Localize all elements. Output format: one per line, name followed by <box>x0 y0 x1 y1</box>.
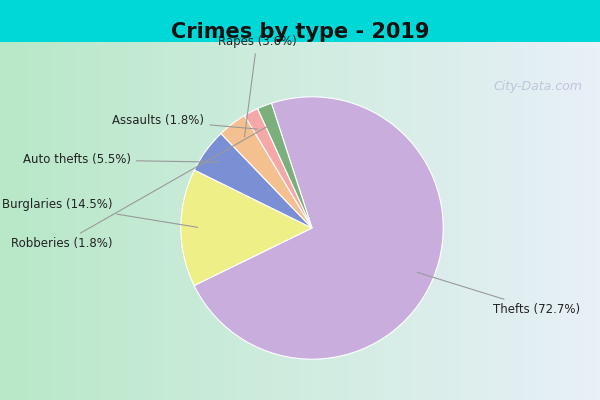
Text: Crimes by type - 2019: Crimes by type - 2019 <box>171 22 429 42</box>
Wedge shape <box>221 116 312 228</box>
Wedge shape <box>181 170 312 286</box>
Text: Robberies (1.8%): Robberies (1.8%) <box>11 126 269 250</box>
Text: Burglaries (14.5%): Burglaries (14.5%) <box>2 198 198 227</box>
Wedge shape <box>257 103 312 228</box>
Wedge shape <box>194 134 312 228</box>
Text: Rapes (3.6%): Rapes (3.6%) <box>218 35 296 137</box>
Text: Assaults (1.8%): Assaults (1.8%) <box>112 114 257 129</box>
Wedge shape <box>244 109 312 228</box>
Text: Auto thefts (5.5%): Auto thefts (5.5%) <box>23 153 219 166</box>
Text: Thefts (72.7%): Thefts (72.7%) <box>418 272 580 316</box>
Wedge shape <box>194 97 443 359</box>
Text: City-Data.com: City-Data.com <box>493 80 582 93</box>
